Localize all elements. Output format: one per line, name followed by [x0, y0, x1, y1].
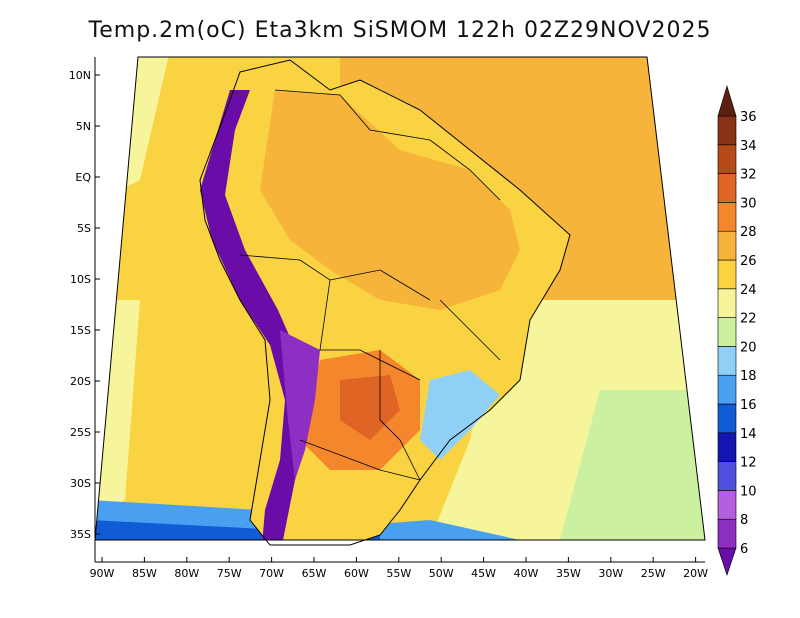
- altiplano-cold-area: [280, 330, 320, 480]
- colorbar-swatch: [717, 230, 737, 261]
- southeast-highland-cool: [420, 370, 500, 460]
- lat-tick-label: 15S: [70, 324, 91, 337]
- colorbar-label: 6: [740, 542, 748, 557]
- border-argentina: [299, 439, 421, 481]
- lon-tick-label: 40W: [514, 567, 539, 580]
- colorbar-label: 34: [740, 139, 757, 154]
- colorbar-swatch: [717, 490, 737, 520]
- atlantic-cool-zone: [560, 390, 705, 540]
- colorbar-label: 24: [740, 283, 757, 298]
- colorbar-swatch: [717, 288, 737, 318]
- colorbar-swatch: [717, 461, 737, 491]
- colorbar-label: 26: [740, 254, 757, 269]
- longitude-ticks: 90W 85W 80W 75W 70W 65W 60W 55W 50W 45W 40W 35W 30W 2…: [90, 557, 708, 580]
- border-bolivia: [319, 279, 421, 381]
- colorbar-label: 30: [740, 196, 757, 211]
- lat-tick-label: 10N: [69, 69, 91, 82]
- lon-tick-label: 60W: [344, 567, 369, 580]
- colorbar-label: 18: [740, 369, 757, 384]
- colorbar-label: 14: [740, 427, 757, 442]
- country-borders: [239, 89, 501, 481]
- lon-tick-label: 30W: [598, 567, 623, 580]
- lat-tick-label: 35S: [70, 528, 91, 541]
- lon-tick-label: 65W: [302, 567, 327, 580]
- border-north: [274, 89, 431, 141]
- colorbar-label: 8: [740, 513, 748, 528]
- border-guianas: [429, 139, 501, 201]
- lon-tick-label: 55W: [386, 567, 411, 580]
- lon-tick-label: 50W: [429, 567, 454, 580]
- lon-tick-label: 80W: [174, 567, 199, 580]
- border-paraguay: [379, 350, 421, 481]
- lon-tick-label: 90W: [90, 567, 115, 580]
- colorbar-bottom-arrow: [717, 547, 737, 576]
- amazon-warm-area: [260, 90, 520, 310]
- lat-tick-label: 5N: [76, 120, 91, 133]
- colorbar-swatch: [717, 173, 737, 203]
- colorbar-top-arrow: [717, 84, 737, 117]
- lon-tick-label: 25W: [641, 567, 666, 580]
- colorbar-swatch: [717, 346, 737, 376]
- colorbar-swatch: [717, 259, 737, 290]
- colorbar-swatch: [717, 317, 737, 347]
- colorbar-swatch: [717, 202, 737, 232]
- colorbar-swatch: [717, 115, 737, 146]
- chaco-hottest-area: [340, 375, 400, 440]
- colorbar-swatch: [717, 374, 737, 405]
- lon-tick-label: 45W: [471, 567, 496, 580]
- lat-tick-label: EQ: [75, 171, 91, 184]
- map-domain-outline: [94, 56, 706, 541]
- colorbar-label: 12: [740, 456, 757, 471]
- colorbar-label: 16: [740, 398, 757, 413]
- lat-tick-label: 30S: [70, 477, 91, 490]
- lon-tick-label: 35W: [556, 567, 581, 580]
- colorbar-label: 32: [740, 168, 757, 183]
- colorbar-label: 28: [740, 225, 757, 240]
- lat-tick-label: 5S: [77, 222, 91, 235]
- colorbar-swatch: [717, 403, 737, 434]
- colorbar-swatch: [717, 144, 737, 174]
- latitude-ticks: 10N 5N EQ 5S 10S 15S 20S 25S 30S 35S: [69, 69, 100, 541]
- border-brazil-states: [439, 299, 501, 361]
- lat-tick-label: 25S: [70, 426, 91, 439]
- colorbar-label: 20: [740, 340, 757, 355]
- map-title: Temp.2m(oC) Eta3km SiSMOM 122h 02Z29NOV2…: [88, 18, 712, 43]
- colorbar-label: 22: [740, 312, 757, 327]
- colorbar-label: 10: [740, 484, 757, 499]
- south-america-coastline: [199, 59, 571, 546]
- colorbar-label: 36: [740, 110, 757, 125]
- colorbar-swatch: [717, 518, 737, 549]
- lon-tick-label: 75W: [217, 567, 242, 580]
- colorbar-swatch: [717, 432, 737, 462]
- colorbar: 6 8 10 12 14 16 18 20 22 24 26 28 30 32 34 36: [717, 84, 757, 576]
- lon-tick-label: 70W: [259, 567, 284, 580]
- andes-cold-ridge: [200, 90, 302, 540]
- lon-tick-label: 85W: [132, 567, 157, 580]
- lat-tick-label: 20S: [70, 375, 91, 388]
- lon-tick-label: 20W: [683, 567, 708, 580]
- lat-tick-label: 10S: [70, 273, 91, 286]
